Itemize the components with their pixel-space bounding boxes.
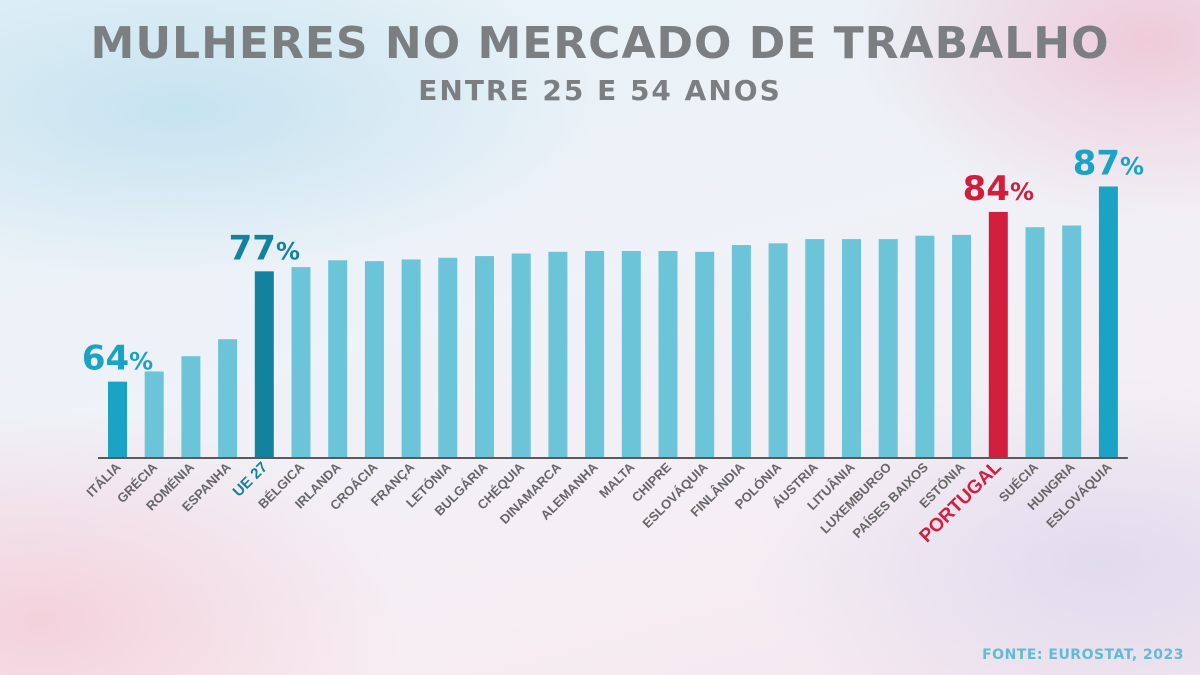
bar-chipre-15: [658, 250, 678, 458]
chart-subtitle: ENTRE 25 E 54 ANOS: [418, 74, 782, 107]
bar-eslovaquia-27: [1098, 186, 1118, 458]
bar-finlandia-17: [731, 245, 751, 458]
bar-lituania-20: [842, 239, 861, 458]
data-labels: 64% 77% 84% 87%: [82, 143, 1144, 378]
source-note: FONTE: EUROSTAT, 2023: [982, 647, 1184, 663]
bar-austria-19: [805, 239, 825, 458]
bar-chequia-11: [511, 253, 531, 458]
bar-hungria-26: [1062, 225, 1082, 458]
bar-alemanha-13: [585, 250, 605, 458]
data-label: 77%: [229, 228, 300, 268]
bar-malta-14: [621, 250, 641, 458]
x-tick-label: ESLOVÁQUIA: [1043, 459, 1115, 531]
bar-romenia-2: [181, 356, 201, 458]
data-label: 87%: [1073, 143, 1144, 183]
bar-croacia-7: [364, 261, 384, 458]
bar-paises-baixos-22: [915, 235, 935, 458]
data-label: 64%: [82, 339, 153, 379]
bar-luxemburgo-21: [878, 239, 898, 458]
bar-suecia-25: [1025, 227, 1045, 458]
bar-franca-8: [401, 259, 421, 458]
bar-estonia-23: [952, 234, 972, 458]
bar-irlanda-6: [328, 260, 348, 458]
bar-portugal-24: [988, 211, 1008, 458]
bar-belgica-5: [291, 267, 311, 458]
bar-ue-27-4: [254, 271, 274, 458]
bar-dinamarca-12: [548, 251, 568, 458]
bar-polonia-18: [768, 243, 788, 458]
bar-letonia-9: [438, 257, 458, 458]
bar-eslovaquia-16: [695, 251, 715, 458]
bar-grecia-1: [144, 371, 164, 458]
data-label: 84%: [963, 169, 1034, 209]
bar-italia-0: [108, 381, 127, 458]
bar-bulgaria-10: [475, 256, 494, 458]
chart-title: MULHERES NO MERCADO DE TRABALHO: [90, 18, 1110, 69]
bars-group: [108, 186, 1118, 458]
bar-espanha-3: [218, 339, 238, 458]
